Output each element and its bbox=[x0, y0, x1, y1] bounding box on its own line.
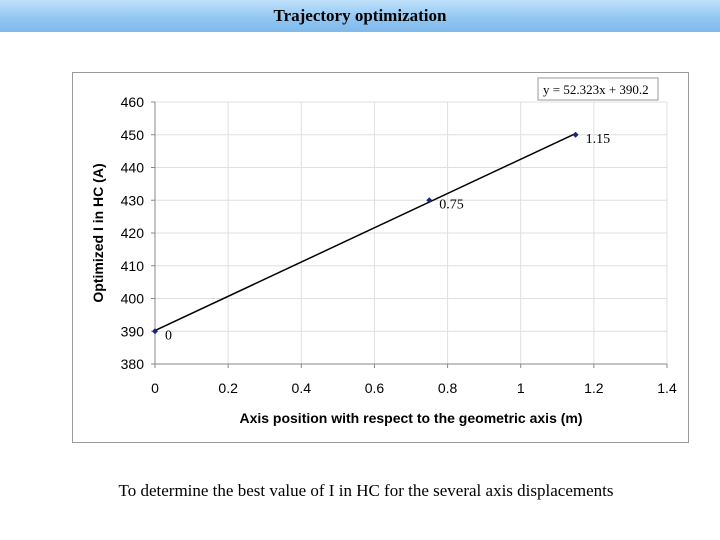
data-point bbox=[152, 328, 158, 335]
data-label: 1.15 bbox=[586, 132, 611, 147]
x-tick-label: 0.8 bbox=[438, 380, 458, 396]
data-label: 0 bbox=[165, 328, 172, 343]
axes: 0 0.2 0.4 0.6 0.8 1 1.2 1.4 380 390 400 410 420 430 44… bbox=[121, 94, 677, 396]
y-tick-label: 440 bbox=[121, 160, 145, 176]
data-label: 0.75 bbox=[439, 197, 464, 212]
y-tick-label: 380 bbox=[121, 356, 145, 372]
trendline-equation: y = 52.323x + 390.2 bbox=[543, 82, 649, 97]
y-tick-label: 450 bbox=[121, 127, 145, 143]
x-axis-label: Axis position with respect to the geomet… bbox=[239, 410, 582, 426]
slide-caption: To determine the best value of I in HC f… bbox=[118, 481, 614, 500]
x-tick-label: 1.4 bbox=[657, 380, 677, 396]
data-points: 0 0.75 1.15 bbox=[152, 131, 611, 343]
y-tick-label: 390 bbox=[121, 323, 145, 339]
slide-title: Trajectory optimization bbox=[273, 6, 447, 25]
data-point bbox=[572, 131, 579, 138]
y-axis-label: Optimized I in HC (A) bbox=[90, 163, 106, 302]
x-tick-label: 0 bbox=[151, 380, 159, 396]
grid bbox=[155, 101, 668, 364]
trajectory-chart: 0 0.2 0.4 0.6 0.8 1 1.2 1.4 380 390 400 410 420 430 44… bbox=[90, 77, 677, 426]
x-tick-label: 1.2 bbox=[584, 380, 604, 396]
x-tick-label: 1 bbox=[517, 380, 525, 396]
x-tick-label: 0.4 bbox=[292, 380, 312, 396]
x-tick-label: 0.6 bbox=[365, 380, 385, 396]
y-tick-label: 460 bbox=[121, 94, 145, 110]
y-tick-label: 420 bbox=[121, 225, 145, 241]
y-tick-label: 430 bbox=[121, 192, 145, 208]
title-bar: Trajectory optimization bbox=[0, 0, 720, 32]
chart-frame: 0 0.2 0.4 0.6 0.8 1 1.2 1.4 380 390 400 410 420 430 44… bbox=[72, 72, 689, 443]
y-tick-label: 410 bbox=[121, 258, 145, 274]
labels: Axis position with respect to the geomet… bbox=[90, 163, 583, 426]
x-tick-label: 0.2 bbox=[218, 380, 238, 396]
trendline-layer bbox=[154, 132, 576, 332]
y-tick-label: 400 bbox=[121, 291, 145, 307]
trendline-equation-box: y = 52.323x + 390.2 bbox=[537, 77, 659, 101]
data-point bbox=[426, 197, 433, 204]
trendline bbox=[154, 132, 576, 332]
